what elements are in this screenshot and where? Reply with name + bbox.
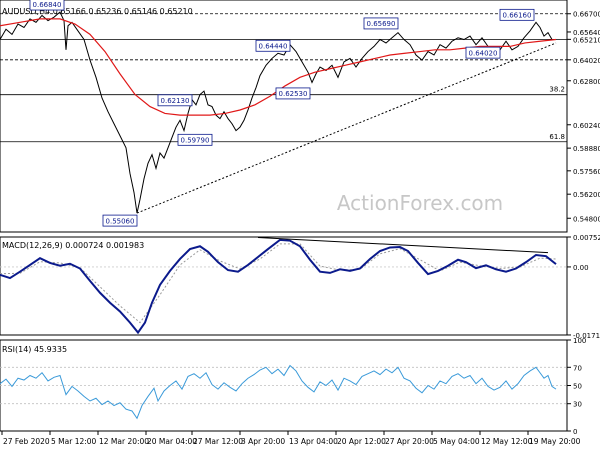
rsi-ytick-label: 50 — [573, 383, 582, 391]
price-annotation-box — [102, 214, 138, 227]
price-ytick-label: 0.65210 — [573, 36, 600, 44]
watermark: ActionForex.com — [337, 191, 503, 215]
price-annotation-label: 0.65690 — [367, 20, 396, 28]
time-tick-label: 27 Feb 2020 — [3, 437, 50, 446]
price-annotation-box — [363, 17, 399, 30]
rsi-line — [0, 364, 557, 420]
moving-average-line — [0, 18, 557, 116]
price-annotation-box — [255, 39, 291, 52]
fib-level-label: 61.8 — [549, 133, 565, 141]
price-annotations: 0.66840 0.55060 0.62130 0.59790 0.64440 0.625… — [29, 0, 535, 227]
time-tick-label: 12 Mar 20:00 — [99, 437, 149, 446]
price-ytick-label: 0.58880 — [573, 145, 600, 153]
price-ytick-label: 0.66700 — [573, 11, 600, 19]
price-annotation-label: 0.66160 — [503, 12, 532, 20]
macd-frame — [0, 236, 568, 336]
trendline — [136, 42, 557, 214]
price-ytick-label: 0.54800 — [573, 215, 600, 223]
price-annotation-box — [275, 87, 311, 100]
time-tick-label: 5 May 04:00 — [433, 437, 480, 446]
macd-header: MACD(12,26,9) 0.000724 0.001983 — [2, 241, 144, 250]
price-ytick-label: 0.57560 — [573, 168, 600, 176]
price-annotation-box — [465, 46, 501, 59]
price-annotation-label: 0.66840 — [33, 1, 62, 9]
rsi-levels — [0, 366, 567, 405]
price-annotation-label: 0.62530 — [279, 90, 308, 98]
rsi-ytick-label: 0 — [573, 428, 577, 436]
macd-line — [0, 238, 557, 335]
price-annotation-box — [29, 0, 65, 11]
macd-ytick-label: 0.00 — [573, 264, 589, 272]
price-annotation-label: 0.59790 — [181, 137, 210, 145]
time-tick-label: 27 Mar 12:00 — [193, 437, 243, 446]
price-annotation-box — [499, 8, 535, 21]
macd-ytick-label: -0.017112 — [573, 332, 600, 340]
price-ytick-label: 0.65640 — [573, 29, 600, 37]
macd-ytick-label: 0.007526 — [573, 234, 600, 242]
rsi-yaxis: 100 70 50 30 0 — [567, 337, 586, 436]
rsi-ytick-label: 30 — [573, 401, 582, 409]
rsi-ytick-label: 100 — [573, 337, 586, 345]
time-tick-label: 3 Apr 20:00 — [241, 437, 285, 446]
macd-signal-line — [0, 243, 557, 324]
price-ytick-label: 0.64020 — [573, 57, 600, 65]
price-annotation-label: 0.64440 — [259, 42, 288, 50]
time-tick-label: 20 Mar 04:00 — [147, 437, 197, 446]
price-series-line — [0, 11, 556, 214]
price-ytick-label: 0.60240 — [573, 122, 600, 130]
price-annotation-box — [177, 133, 213, 146]
time-tick-label: 19 May 20:00 — [529, 437, 581, 446]
divergence-line — [257, 237, 549, 254]
price-ytick-label: 0.62800 — [573, 78, 600, 86]
time-tick-label: 27 Apr 20:00 — [385, 437, 434, 446]
price-annotation-label: 0.55060 — [106, 217, 135, 225]
macd-panel: MACD(12,26,9) 0.000724 0.001983 0.007526… — [0, 234, 600, 340]
price-panel: AUDUSD,H4 0.65166 0.65236 0.65146 0.6521… — [0, 0, 600, 233]
time-tick-label: 12 May 12:00 — [481, 437, 533, 446]
time-tick-label: 5 Mar 12:00 — [51, 437, 97, 446]
price-annotation-label: 0.64020 — [469, 49, 498, 57]
rsi-ytick-label: 70 — [573, 364, 582, 372]
price-annotation-label: 0.62130 — [161, 97, 190, 105]
fib-level-label: 38.2 — [549, 86, 565, 94]
rsi-panel: RSI(14) 45.9335 100 70 50 30 0 — [0, 337, 586, 436]
rsi-header: RSI(14) 45.9335 — [2, 345, 67, 354]
price-ytick-label: 0.56200 — [573, 191, 600, 199]
time-tick-label: 20 Apr 12:00 — [337, 437, 386, 446]
price-annotation-box — [157, 94, 193, 107]
time-tick-label: 13 Apr 04:00 — [289, 437, 338, 446]
price-header: AUDUSD,H4 0.65166 0.65236 0.65146 0.6521… — [2, 7, 193, 16]
